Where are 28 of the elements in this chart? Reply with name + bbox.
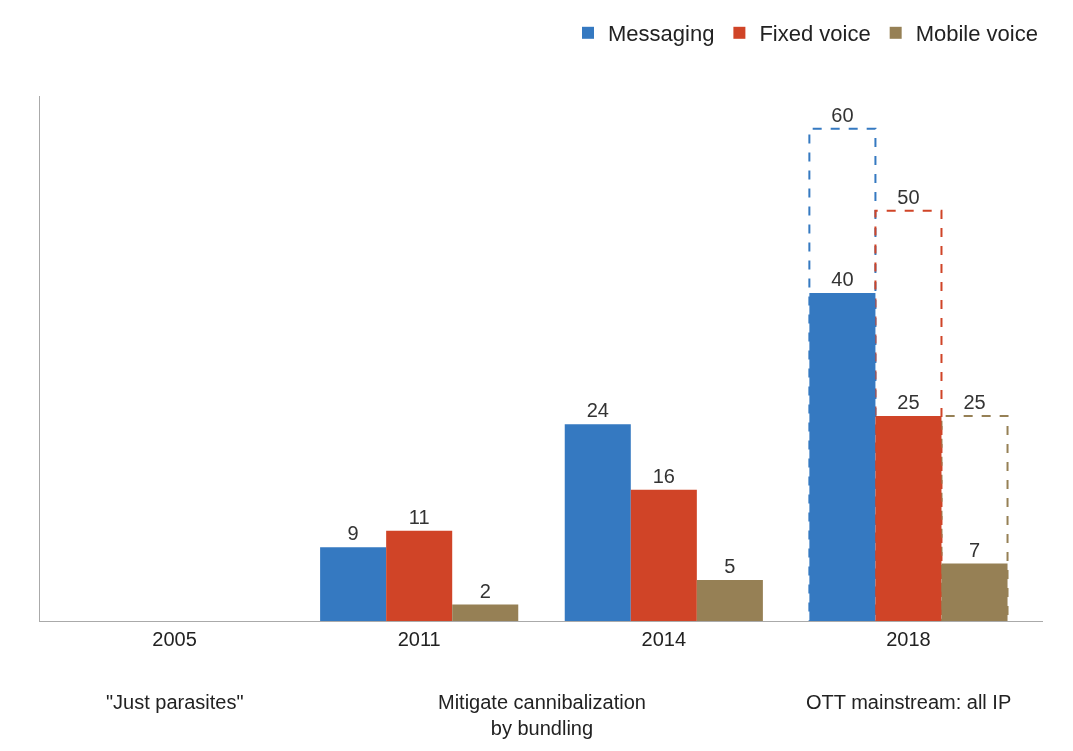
- data-label: 16: [652, 464, 675, 487]
- bar: [320, 547, 387, 621]
- x-tick-label: 2014: [641, 628, 687, 650]
- text: Mitigate cannibalization by bundling: [438, 691, 646, 739]
- data-label: 24: [586, 399, 609, 422]
- legend-label: Fixed voice: [759, 21, 871, 47]
- text: OTT mainstream: all IP: [806, 691, 1012, 713]
- data-label: 9: [347, 522, 359, 545]
- data-label: 2: [479, 579, 491, 602]
- data-label: 40: [831, 267, 854, 290]
- data-label: 25: [963, 390, 986, 413]
- text: "Just parasites": [106, 691, 244, 713]
- data-label: 50: [897, 185, 920, 208]
- bar: [386, 530, 453, 621]
- bar: [564, 424, 631, 621]
- data-label: 60: [831, 103, 854, 126]
- data-label: 7: [968, 538, 981, 561]
- bar: [696, 579, 763, 621]
- legend-label: Messaging: [608, 21, 715, 47]
- legend-label: Mobile voice: [915, 21, 1038, 47]
- x-tick-label: 2011: [397, 628, 441, 650]
- data-label: 11: [408, 505, 430, 528]
- bar: [452, 604, 519, 621]
- x-tick-label: 2018: [886, 628, 931, 650]
- data-label: 25: [897, 390, 920, 413]
- x-tick-label: 2005: [152, 628, 197, 650]
- bar: [630, 489, 697, 621]
- data-label: 5: [724, 554, 736, 577]
